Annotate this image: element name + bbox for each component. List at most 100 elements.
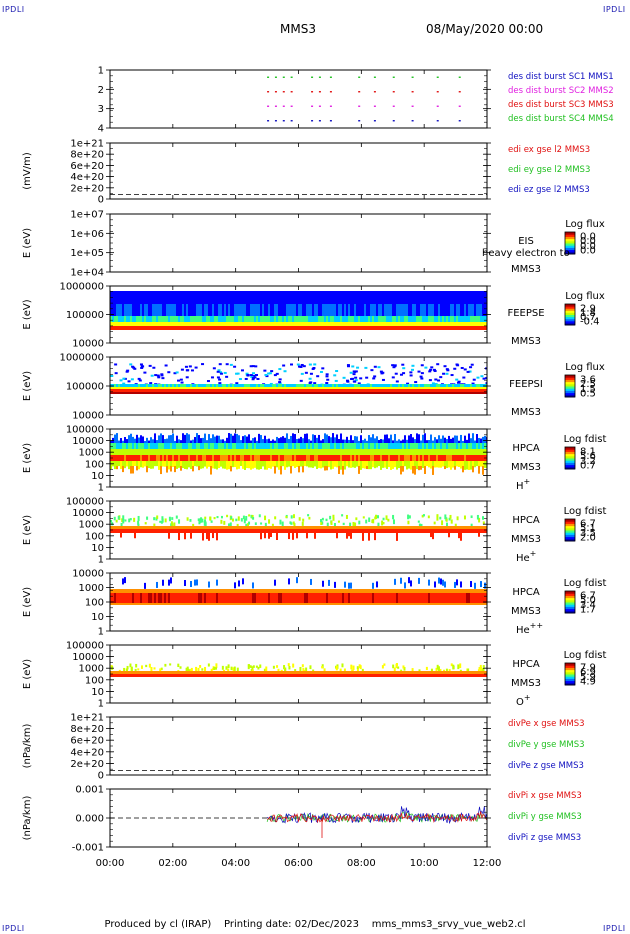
heat-cell (388, 461, 390, 468)
heat-cell (166, 455, 168, 461)
heat-cell (148, 455, 150, 461)
heat-cell (478, 455, 480, 461)
heat-cell (416, 322, 418, 326)
heat-cell (192, 455, 194, 461)
heat-cell (132, 589, 134, 593)
heat-cell (354, 436, 356, 445)
heat-cell (462, 440, 464, 445)
heat-cell (282, 387, 284, 389)
heat-cell (222, 316, 224, 322)
heat-cell (448, 326, 450, 330)
heat-cell (320, 443, 322, 449)
heat-cell (232, 667, 235, 672)
heat-cell (356, 384, 358, 387)
heat-cell (198, 449, 200, 455)
heat-cell (387, 518, 390, 522)
heat-cell (110, 671, 112, 674)
heat-cell (364, 461, 366, 469)
colorbar-segment (565, 608, 575, 612)
heat-cell (430, 529, 432, 533)
heat-cell (126, 326, 128, 330)
heat-cell (245, 523, 248, 527)
heat-cell (212, 326, 214, 330)
heat-cell (254, 449, 256, 455)
heat-cell (300, 526, 302, 529)
heat-cell (208, 304, 210, 316)
heat-cell (342, 603, 344, 605)
heat-cell (202, 389, 204, 392)
heat-cell (267, 372, 271, 375)
heat-cell (256, 589, 258, 593)
heat-cell (400, 389, 402, 392)
heat-cell (162, 291, 164, 304)
heat-cell (332, 603, 334, 605)
heat-cell (362, 589, 364, 593)
heat-cell (268, 519, 271, 524)
heat-cell (136, 387, 138, 389)
heat-cell (118, 461, 120, 467)
burst-mark (282, 105, 285, 107)
heat-cell (138, 449, 140, 455)
heat-cell (362, 603, 364, 605)
heat-cell (142, 589, 144, 593)
heat-cell (196, 461, 198, 467)
heat-cell (154, 433, 156, 445)
heat-cell (162, 593, 164, 603)
heat-cell (242, 449, 244, 455)
heat-cell (322, 461, 324, 468)
heat-cell (148, 291, 150, 304)
heat-cell (244, 377, 248, 380)
heat-cell (256, 304, 258, 316)
heat-cell (178, 387, 180, 389)
heat-cell (308, 382, 312, 385)
burst-mark (274, 76, 277, 78)
heat-cell (380, 593, 382, 603)
heat-cell (166, 291, 168, 304)
heat-cell (276, 461, 278, 468)
heat-cell (194, 304, 196, 316)
heat-cell (289, 521, 292, 524)
heat-cell (304, 326, 306, 330)
heat-cell (390, 603, 392, 605)
heat-cell (156, 384, 158, 387)
heat-cell (471, 382, 475, 385)
heat-cell (468, 387, 470, 389)
heat-cell (462, 449, 464, 455)
heat-cell (182, 674, 184, 677)
heat-cell (466, 589, 468, 593)
heat-cell (202, 291, 204, 304)
heat-cell (379, 370, 383, 373)
colorbar-segment (565, 593, 575, 596)
heat-cell (395, 380, 399, 383)
heat-cell (264, 304, 266, 316)
heat-cell (406, 322, 408, 326)
heat-cell (464, 529, 466, 533)
heat-cell (296, 529, 298, 533)
heat-cell (350, 533, 352, 539)
heat-cell (416, 316, 418, 322)
heat-cell (224, 443, 226, 449)
heat-cell (272, 461, 274, 467)
heat-cell (394, 392, 396, 394)
heat-cell (472, 461, 474, 469)
heat-cell (338, 322, 340, 326)
heat-cell (144, 449, 146, 455)
heat-cell (388, 443, 390, 449)
heat-cell (128, 384, 130, 387)
heat-cell (422, 461, 424, 469)
heat-cell (158, 326, 160, 330)
heat-cell (398, 443, 400, 449)
heat-cell (467, 668, 470, 673)
heat-cell (424, 384, 426, 387)
heat-cell (221, 665, 224, 670)
heat-cell (148, 671, 150, 674)
heat-cell (223, 371, 227, 374)
heat-cell (238, 389, 240, 392)
heat-cell (468, 593, 470, 603)
heat-cell (408, 387, 410, 389)
heat-cell (454, 529, 456, 533)
heat-cell (173, 522, 176, 527)
heat-cell (346, 364, 350, 367)
heat-cell (298, 291, 300, 304)
heat-cell (318, 384, 320, 387)
